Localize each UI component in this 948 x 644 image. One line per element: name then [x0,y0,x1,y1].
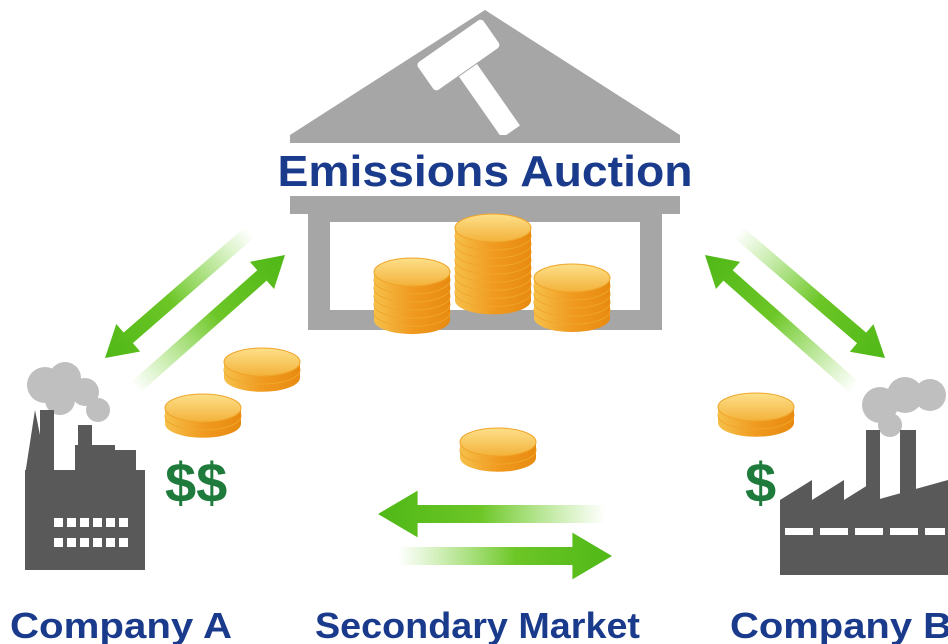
beam [290,196,680,214]
arrow [130,255,285,394]
coin-edge [224,370,300,392]
coin-edge [374,304,450,327]
arrow [398,532,612,580]
coin-edge [455,260,531,283]
coin-face [454,213,532,243]
money-b: $ [745,451,776,514]
coin-edge [455,244,531,266]
market-label: Secondary Market [315,605,640,644]
coin-face [223,347,301,377]
roof [290,10,680,135]
coin-edge [455,236,531,258]
roof-base [290,135,680,143]
window [54,518,63,527]
coin-edge [455,268,531,291]
arrow-shape [105,226,255,359]
factory-b-windows [785,528,945,535]
coin-edge [455,292,531,315]
window [106,518,115,527]
window [93,518,102,527]
window [80,518,89,527]
arrow [105,226,255,359]
coin-edge [455,252,531,274]
coin-edge [460,442,536,464]
coin-edge [374,272,450,294]
arrow-shape [733,226,885,358]
window [106,538,115,547]
arrow-shape [378,490,605,538]
window [93,538,102,547]
coin-edge [460,450,536,472]
coin-edge [374,312,450,335]
arrow-shape [704,255,860,394]
window [54,538,63,547]
arrow-shape [130,255,285,394]
money-a: $$ [165,451,227,514]
auction-title: Emissions Auction [278,147,693,196]
coin-edge [534,286,610,308]
coin-stack [717,392,795,437]
coin-edge [718,415,794,437]
coin-stack [533,263,611,333]
coin-edge [534,294,610,316]
coin-stack [459,427,537,472]
gavel [417,19,520,139]
factory-a [25,362,145,570]
factory-b [780,377,948,575]
coin-edge [455,284,531,307]
coin-edge [534,302,610,324]
coin-face [717,392,795,422]
coin-edge [224,362,300,384]
coin-face [164,393,242,423]
building-frame [308,214,662,330]
coin-face [459,427,537,457]
factory-a-windows [54,518,128,547]
coin-edge [455,276,531,299]
coin-edge [165,416,241,438]
window [67,538,76,547]
coin-stack [454,213,532,315]
coin-edge [534,310,610,333]
coin-stack [373,257,451,335]
company-a-label: Company A [10,605,232,644]
arrow [733,226,885,358]
window [80,538,89,547]
window [119,538,128,547]
coin-edge [374,296,450,318]
coin-edge [455,228,531,250]
window [119,518,128,527]
coin-edge [374,280,450,302]
coin-face [533,263,611,293]
coin-face [373,257,451,287]
coin-edge [718,407,794,429]
window [67,518,76,527]
arrow [378,490,605,538]
coin-stack [164,393,242,438]
arrow-shape [398,532,612,580]
coin-edge [374,288,450,310]
arrow [704,255,860,394]
coin-edge [534,278,610,300]
coin-edge [165,408,241,430]
coin-stack [223,347,301,392]
company-b-label: Company B [730,605,948,644]
